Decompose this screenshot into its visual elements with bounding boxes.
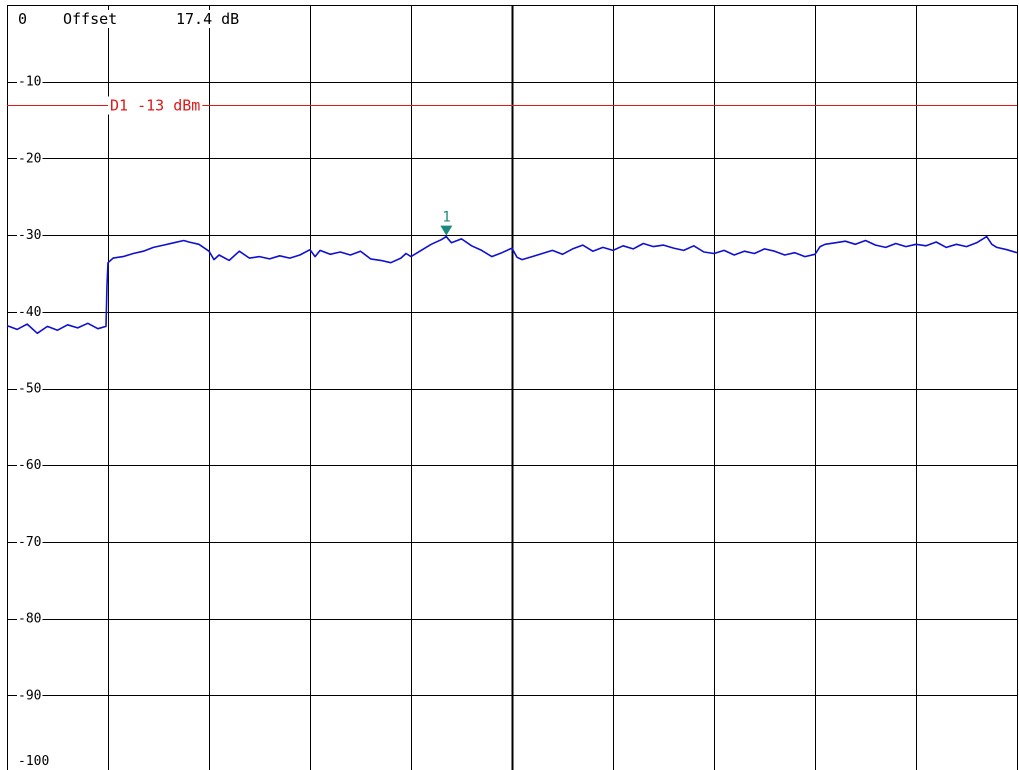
y-tick-label-background [17, 228, 43, 244]
reference-line-group: D1 -13 dBm [7, 96, 1017, 115]
y-tick-label: -10 [18, 75, 41, 90]
reference-line-label: D1 -13 dBm [110, 97, 200, 115]
trace-line [6, 235, 1018, 335]
grid [7, 5, 1018, 770]
trace-group [6, 235, 1018, 335]
y-tick-label-background [17, 688, 43, 704]
y-tick-label: -70 [18, 535, 41, 550]
y-tick-label: -20 [18, 151, 41, 166]
y-tick-label: -100 [18, 754, 49, 769]
header-readout: 0 Offset 17.4 dB [16, 10, 242, 28]
y-tick-label: -40 [18, 305, 41, 320]
y-tick-label-background [17, 74, 43, 90]
y-tick-label: -60 [18, 458, 41, 473]
header-background [16, 10, 242, 28]
y-tick-label-background [17, 381, 43, 397]
y-tick-label-background [17, 754, 51, 769]
y-tick-label: -50 [18, 382, 41, 397]
y-tick-label: -30 [18, 228, 41, 243]
y-tick-label-background [17, 304, 43, 320]
y-tick-label-background [17, 151, 43, 167]
y-tick-label-background [17, 611, 43, 627]
marker-label: 1 [442, 210, 450, 226]
reference-label-background [108, 96, 203, 115]
y-tick-label: -90 [18, 688, 41, 703]
y-tick-label-background [17, 534, 43, 550]
reference-level-value: 0 [18, 10, 27, 28]
y-axis-tick-labels: -10 -20 -30 -40 -50 -60 -70 -80 -90 -100 [17, 74, 51, 769]
marker-triangle-icon[interactable] [440, 225, 453, 236]
y-tick-label: -80 [18, 612, 41, 627]
offset-label: Offset [63, 10, 117, 28]
marker-group: 1 [440, 210, 453, 236]
offset-value: 17.4 dB [176, 10, 239, 28]
y-tick-label-background [17, 458, 43, 474]
